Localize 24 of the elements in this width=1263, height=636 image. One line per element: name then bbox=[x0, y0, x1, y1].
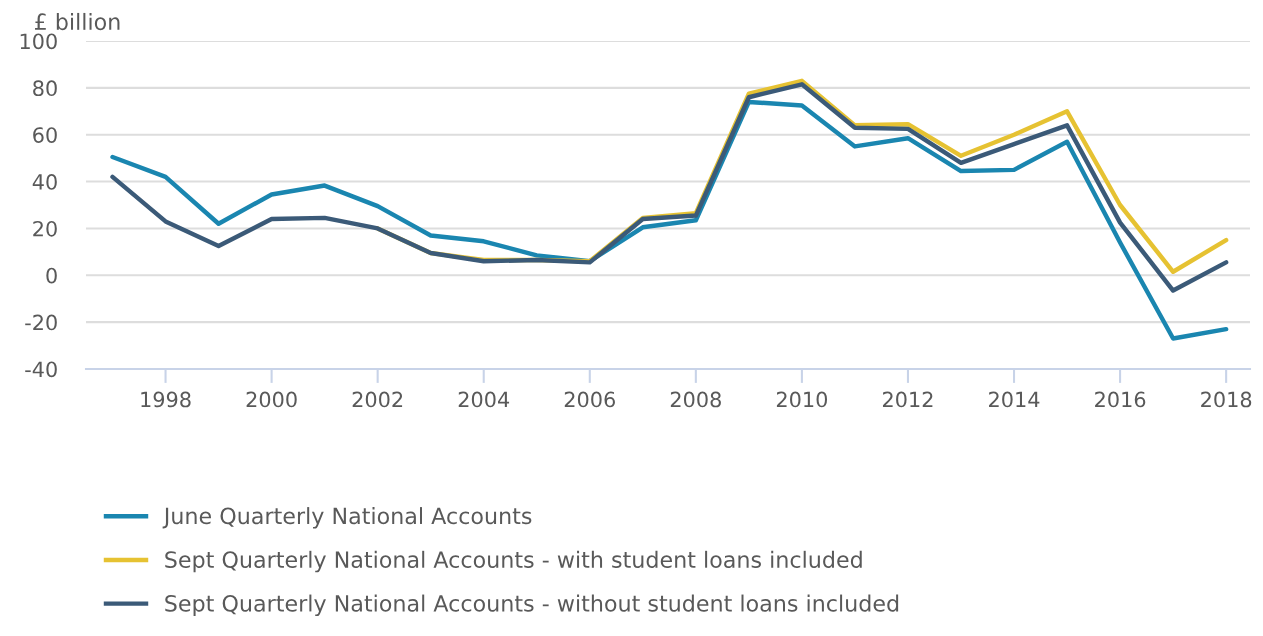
x-tick-label: 2002 bbox=[352, 391, 403, 408]
y-tick-label: 20 bbox=[33, 220, 57, 237]
x-tick-label: 2016 bbox=[1095, 391, 1146, 408]
y-tick-label: 60 bbox=[33, 127, 57, 143]
y-tick-label: -40 bbox=[25, 361, 57, 378]
legend-label: Sept Quarterly National Accounts - with student loans included bbox=[165, 550, 862, 573]
y-tick-label: -20 bbox=[25, 314, 57, 331]
x-tick-label: 2014 bbox=[989, 391, 1040, 408]
y-tick-label: 80 bbox=[33, 80, 57, 97]
y-tick-label: 100 bbox=[20, 33, 57, 50]
y-axis-title: £ billion bbox=[35, 12, 120, 31]
legend-label: June Quarterly National Accounts bbox=[162, 507, 532, 529]
y-tick-label: 40 bbox=[32, 174, 57, 190]
legend-label: Sept Quarterly National Accounts - without student loans included bbox=[165, 594, 899, 617]
x-tick-label: 2006 bbox=[564, 391, 615, 408]
x-tick-label: 2000 bbox=[246, 391, 297, 408]
x-tick-label: 2004 bbox=[458, 391, 510, 408]
x-tick-label: 1998 bbox=[141, 391, 191, 408]
line-series bbox=[110, 82, 1229, 293]
x-tick-label: 2010 bbox=[776, 391, 828, 408]
x-tick-label: 2018 bbox=[1201, 391, 1252, 408]
x-tick-label: 2012 bbox=[882, 391, 933, 408]
y-tick-label: 0 bbox=[46, 267, 57, 284]
x-tick-label: 2008 bbox=[670, 391, 721, 408]
